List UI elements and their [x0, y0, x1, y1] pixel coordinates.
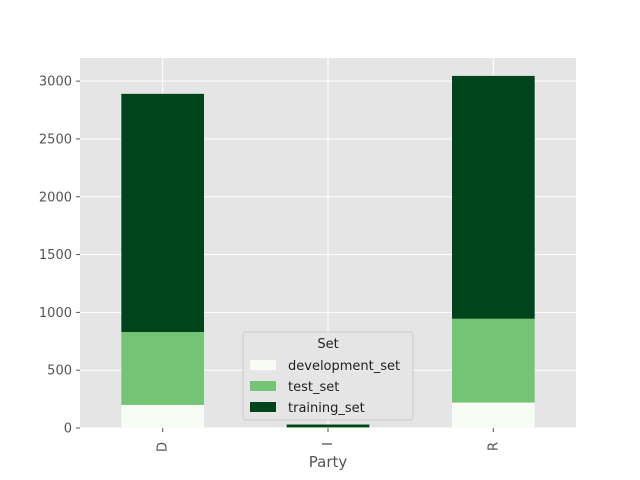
- legend-swatch-test_set: [250, 381, 276, 391]
- y-tick-label: 1000: [39, 306, 72, 321]
- y-tick-label: 500: [47, 364, 72, 379]
- bar-test_set-R: [452, 318, 535, 403]
- bar-test_set-I: [286, 427, 370, 428]
- bar-development_set-D: [121, 404, 204, 428]
- y-tick-label: 0: [64, 422, 72, 437]
- bar-training_set-R: [452, 75, 535, 319]
- x-axis-label: Party: [309, 453, 348, 471]
- legend-swatch-development_set: [250, 360, 276, 370]
- y-tick-label: 3000: [39, 75, 72, 90]
- legend-items: development_set test_set training_set: [250, 359, 400, 416]
- x-tick-label: R: [486, 442, 501, 451]
- legend-label-development_set: development_set: [288, 359, 400, 374]
- y-tick-label: 2500: [39, 132, 72, 147]
- y-tick-label: 2000: [39, 190, 72, 205]
- bar-training_set-D: [121, 93, 204, 333]
- legend-box: [242, 331, 414, 421]
- legend-label-test_set: test_set: [288, 380, 339, 395]
- legend-label-training_set: training_set: [288, 401, 365, 416]
- y-tick-label: 1500: [39, 248, 72, 263]
- bars: [121, 75, 535, 428]
- y-axis-ticks: 0 500 1000 1500 2000 2500 3000: [39, 75, 80, 437]
- x-tick-label: D: [156, 442, 171, 452]
- x-tick-label: I: [321, 442, 336, 446]
- bar-training_set-I: [286, 424, 370, 428]
- legend-swatch-training_set: [250, 402, 276, 412]
- bar-test_set-D: [121, 332, 204, 405]
- legend: Set development_set test_set training_set: [242, 331, 414, 421]
- legend-title: Set: [317, 337, 338, 352]
- bar-development_set-R: [452, 402, 535, 428]
